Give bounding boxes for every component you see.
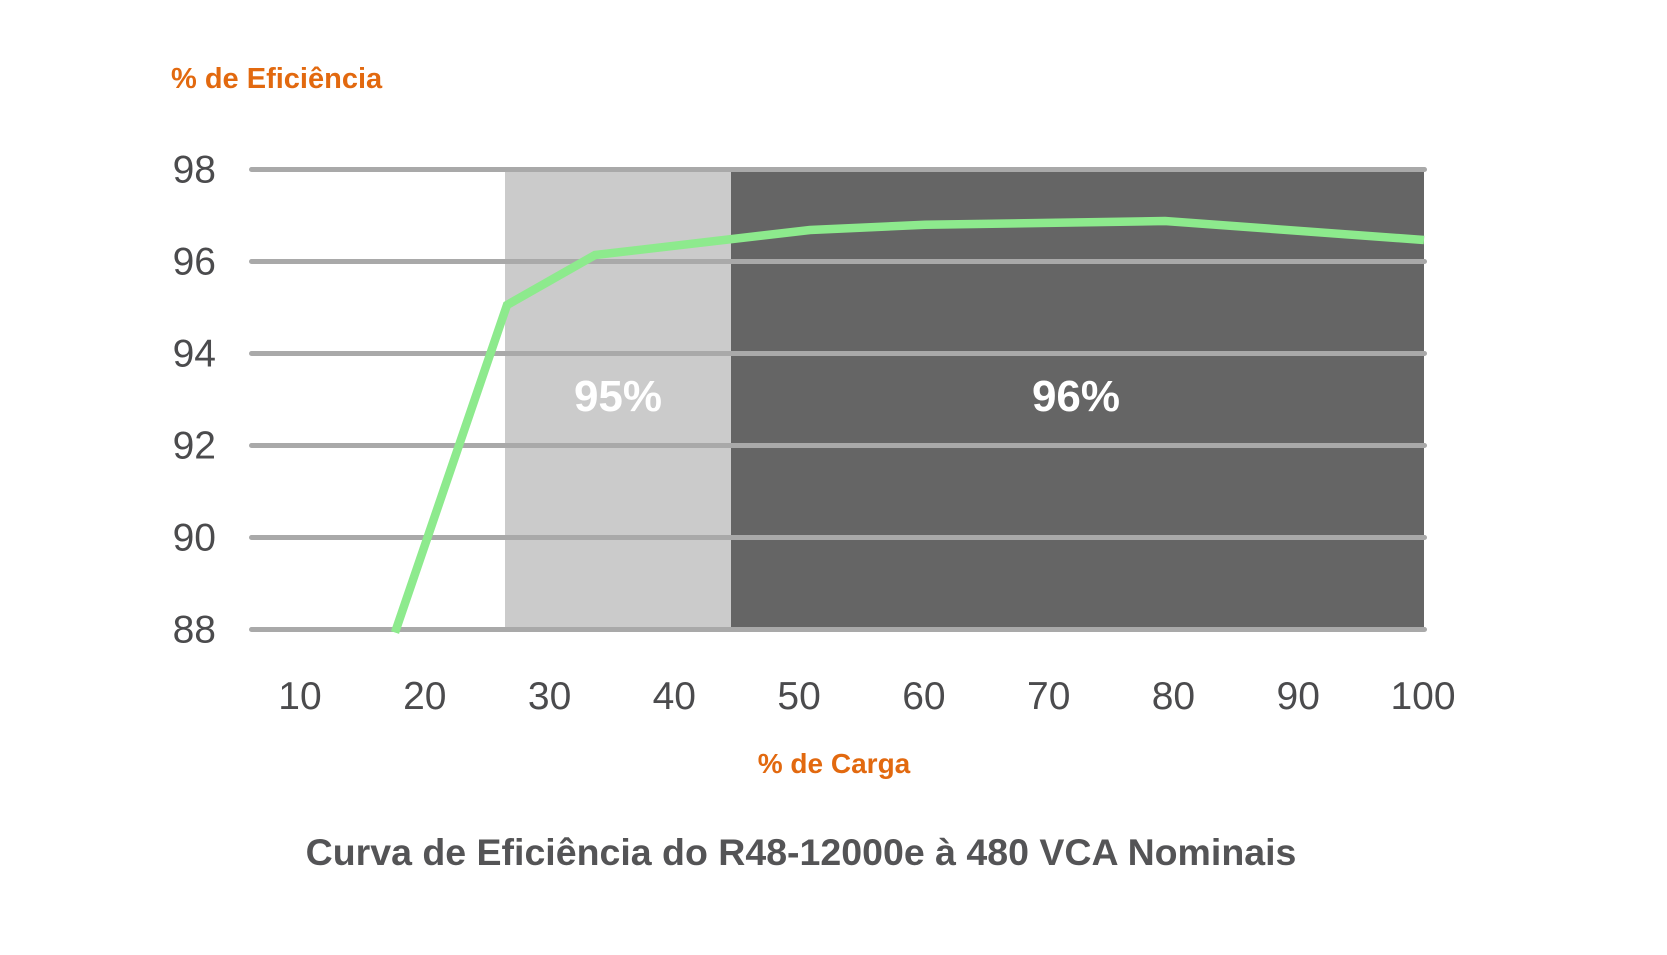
svg-text:% de Eficiência: % de Eficiência bbox=[171, 63, 383, 95]
svg-text:96: 96 bbox=[173, 241, 216, 284]
svg-text:94: 94 bbox=[173, 333, 216, 376]
svg-text:95%: 95% bbox=[574, 372, 662, 421]
svg-text:90: 90 bbox=[1277, 675, 1320, 718]
svg-text:50: 50 bbox=[777, 675, 820, 718]
svg-text:% de Carga: % de Carga bbox=[758, 748, 911, 779]
svg-text:92: 92 bbox=[173, 425, 216, 468]
svg-text:60: 60 bbox=[902, 675, 945, 718]
svg-text:96%: 96% bbox=[1032, 372, 1120, 421]
svg-text:40: 40 bbox=[653, 675, 696, 718]
svg-text:70: 70 bbox=[1027, 675, 1070, 718]
svg-text:80: 80 bbox=[1152, 675, 1195, 718]
svg-text:10: 10 bbox=[278, 675, 321, 718]
svg-text:100: 100 bbox=[1390, 675, 1455, 718]
svg-text:90: 90 bbox=[173, 517, 216, 560]
svg-text:Curva de Eficiência do R48-120: Curva de Eficiência do R48-12000e à 480 … bbox=[306, 831, 1297, 873]
svg-text:88: 88 bbox=[173, 609, 216, 652]
svg-text:20: 20 bbox=[403, 675, 446, 718]
svg-text:30: 30 bbox=[528, 675, 571, 718]
svg-text:98: 98 bbox=[173, 149, 216, 192]
